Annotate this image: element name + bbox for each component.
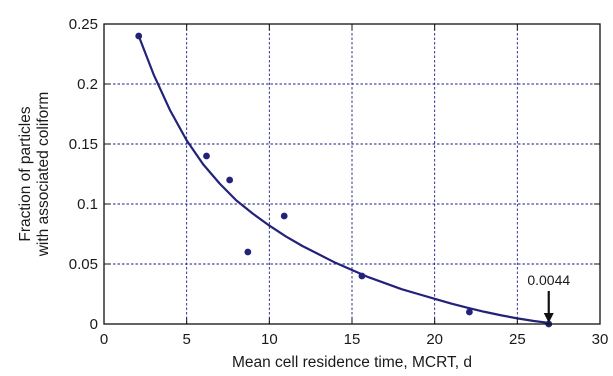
annotation: 0.0044 [527,272,570,323]
y-tick-label: 0.25 [69,16,98,33]
y-tick-labels: 0 0.05 0.1 0.15 0.2 0.25 [69,16,98,333]
x-tick-label: 15 [344,331,361,348]
y-axis-title-line-2: with associated coliform [35,92,52,258]
y-tick-label: 0.1 [77,196,98,213]
y-tick-label: 0.05 [69,256,98,273]
x-tick-label: 30 [592,331,609,348]
data-point [226,176,234,184]
x-tick-label: 25 [509,331,526,348]
data-point [280,212,288,220]
fit-curve [137,35,551,325]
data-point [465,308,473,316]
ticks [103,23,601,325]
data-point [244,248,252,256]
x-tick-labels: 0 5 10 15 20 25 30 [100,331,609,348]
y-tick-label: 0 [90,316,98,333]
data-point [203,152,210,160]
y-tick-label: 0.2 [77,76,98,93]
x-axis-title: Mean cell residence time, MCRT, d [232,354,472,371]
y-axis-title-line-1: Fraction of particles [17,106,34,241]
data-point [135,32,143,40]
x-tick-label: 0 [100,331,108,348]
x-tick-label: 10 [261,331,278,348]
fit-curve-layer [137,35,551,325]
x-tick-label: 20 [426,331,443,348]
x-tick-label: 5 [182,331,190,348]
annotation-label: 0.0044 [527,272,570,288]
annotation-arrow-head [543,313,554,323]
data-points-layer [135,32,553,328]
y-tick-label: 0.15 [69,136,98,153]
data-point [358,272,366,280]
grid [104,24,600,324]
